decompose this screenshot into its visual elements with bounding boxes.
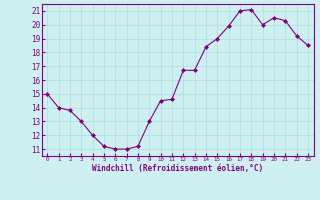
X-axis label: Windchill (Refroidissement éolien,°C): Windchill (Refroidissement éolien,°C) — [92, 164, 263, 173]
